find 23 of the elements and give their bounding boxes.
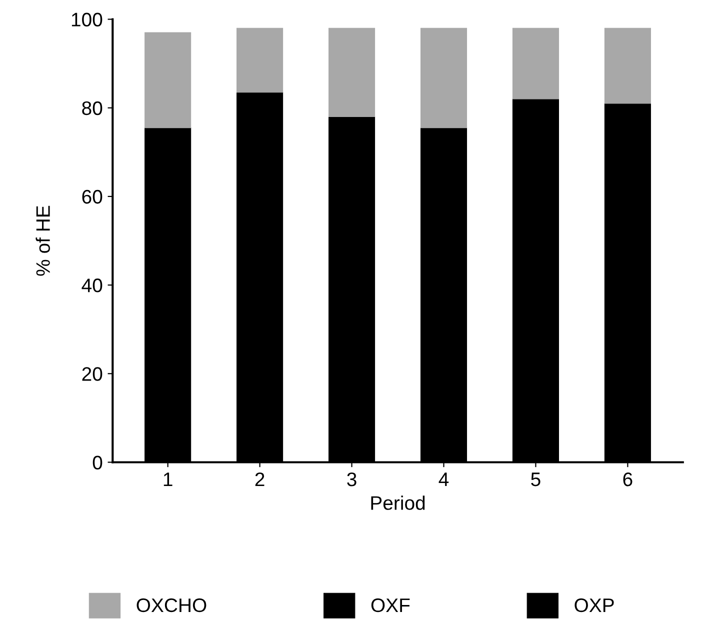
legend-label: OXP — [574, 598, 614, 612]
x-axis-title: Period — [371, 496, 425, 510]
x-tick-label: 1 — [164, 472, 172, 486]
x-tick-label: 3 — [347, 472, 356, 486]
y-tick-label: 40 — [82, 278, 102, 292]
bar — [420, 28, 468, 128]
y-tick-label: 80 — [82, 101, 102, 116]
bar — [604, 28, 651, 104]
x-tick-label: 6 — [623, 472, 632, 486]
bar — [328, 28, 376, 117]
y-tick-label: 100 — [72, 12, 102, 26]
bar — [144, 32, 192, 128]
y-tick-label: 20 — [82, 367, 102, 381]
y-axis-title: % of HE — [36, 206, 50, 276]
legend-label: OXF — [371, 598, 410, 612]
legend-label: OXCHO — [136, 598, 206, 612]
y-tick-label: 0 — [92, 456, 102, 470]
bar — [512, 28, 559, 100]
x-tick-label: 5 — [531, 472, 540, 486]
bar — [236, 28, 284, 93]
y-tick-label: 60 — [82, 190, 102, 204]
x-tick-label: 4 — [438, 472, 449, 486]
x-tick-label: 2 — [255, 472, 264, 486]
